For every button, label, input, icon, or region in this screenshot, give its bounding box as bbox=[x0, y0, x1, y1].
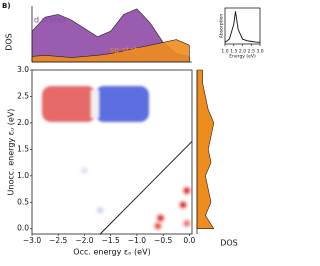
transition-point bbox=[183, 187, 190, 194]
plot-frame bbox=[31, 69, 193, 235]
transition-point bbox=[96, 206, 104, 214]
x-axis-label: Energy (eV) bbox=[229, 54, 256, 60]
transition-point bbox=[183, 220, 190, 227]
molecule bbox=[42, 86, 149, 122]
transition-point bbox=[81, 167, 88, 174]
molecule-gap bbox=[91, 90, 99, 118]
x-tick-label: 2.0 bbox=[239, 49, 246, 55]
x-tick-label: 3.0 bbox=[256, 49, 263, 55]
transition-point bbox=[179, 201, 187, 209]
y-axis-label: Absorption bbox=[219, 14, 225, 39]
y-tick-label: 2.5 bbox=[17, 91, 29, 100]
y-tick-label: 3.0 bbox=[17, 65, 29, 74]
x-tick-label: 2.5 bbox=[248, 49, 255, 55]
x-tick-label: 1.0 bbox=[221, 49, 228, 55]
molecule-blue bbox=[95, 86, 149, 122]
x-tick-label: 0.0 bbox=[183, 236, 195, 245]
transition-point bbox=[154, 222, 162, 230]
legend-label: d states bbox=[34, 16, 66, 25]
reference-line bbox=[99, 141, 193, 235]
x-tick-label: −0.5 bbox=[154, 236, 172, 245]
molecule-red bbox=[42, 86, 96, 122]
x-tick-label: −1.5 bbox=[102, 236, 120, 245]
x-tick-label: −1.0 bbox=[128, 236, 146, 245]
x-axis-label: DOS bbox=[220, 239, 238, 248]
x-tick-label: −3.0 bbox=[23, 236, 41, 245]
y-axis-label: DOS bbox=[5, 33, 14, 51]
y-tick-label: 1.0 bbox=[17, 171, 29, 180]
y-tick-label: 2.0 bbox=[17, 118, 29, 127]
y-tick-label: 0.5 bbox=[17, 197, 29, 206]
y-tick-label: 0.0 bbox=[17, 224, 29, 233]
panel-label: B) bbox=[2, 2, 11, 10]
y-axis-label: Unocc. energy εᵤ (eV) bbox=[7, 109, 16, 196]
x-tick-label: 1.5 bbox=[230, 49, 237, 55]
transition-point bbox=[157, 214, 164, 222]
x-tick-label: −2.5 bbox=[49, 236, 67, 245]
x-tick-label: −2.0 bbox=[75, 236, 93, 245]
dos-area bbox=[196, 69, 215, 230]
dos-area bbox=[31, 39, 190, 63]
y-tick-label: 1.5 bbox=[17, 144, 29, 153]
legend-label: sp states bbox=[110, 46, 146, 55]
absorption-line bbox=[224, 11, 261, 43]
x-axis-label: Occ. energy εₒ (eV) bbox=[73, 248, 150, 257]
